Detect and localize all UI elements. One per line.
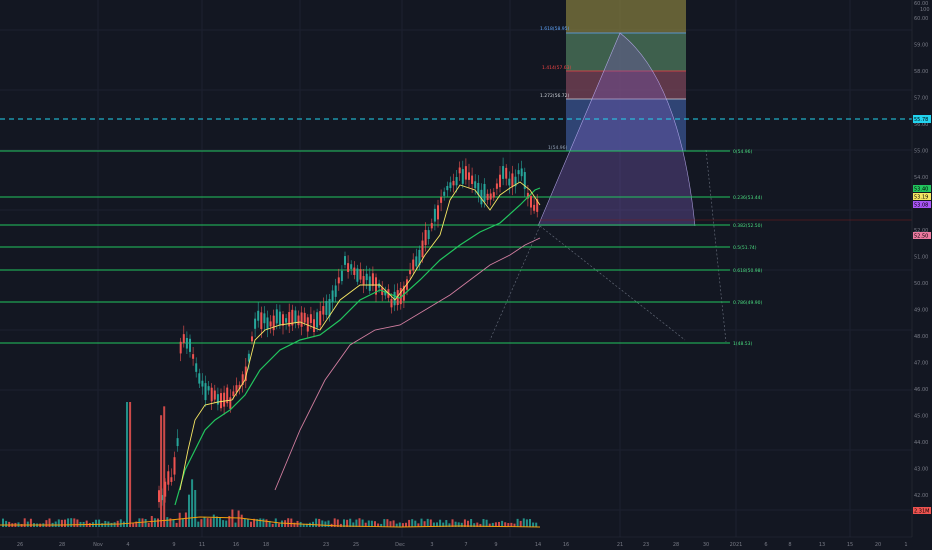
time-tick: 6	[764, 542, 767, 548]
time-tick: 1	[904, 542, 907, 548]
price-tick: 100	[920, 7, 930, 13]
price-tick: 54.00	[914, 175, 928, 181]
price-tick: 52.00	[914, 228, 928, 234]
price-tick: 56.00	[914, 122, 928, 128]
fib-ext-label: 1.414(57.63)	[542, 65, 572, 71]
fib-retracement-lines[interactable]	[0, 150, 730, 344]
price-badge-2: 53.19	[914, 195, 928, 201]
fib-ext-label: 1(54.96)	[548, 145, 568, 151]
fib-label: 0.382(52.50)	[733, 223, 763, 229]
time-axis[interactable]: 26 28 Nov 4 9 11 16 18 23 25 Dec 3 7 9 14 16 21 23 28 30 202…	[0, 536, 932, 550]
fib-label: 1(48.53)	[733, 341, 753, 347]
price-tick: 55.00	[914, 149, 928, 155]
time-tick: 20	[875, 542, 881, 548]
price-badge-1: 53.40	[914, 187, 928, 193]
time-tick: 9	[172, 542, 175, 548]
fib-retracement-labels: 0(54.96) 0.236(53.44) 0.382(52.50) 0.5(5…	[733, 149, 763, 347]
price-badge-4: 52.50	[914, 234, 928, 240]
time-tick: 15	[847, 542, 853, 548]
fib-zone-1618	[566, 33, 686, 71]
fib-fan-outline	[537, 32, 696, 227]
price-tick: 42.00	[914, 493, 928, 499]
time-tick: 14	[535, 542, 541, 548]
price-axis[interactable]: 60.00 100 60.00 59.00 58.00 57.00 56.00 55.00…	[911, 0, 932, 537]
price-tick: 57.00	[914, 96, 928, 102]
ma-slow-line	[274, 237, 541, 491]
fib-zone-1414	[566, 71, 686, 99]
fib-fan-shape[interactable]	[538, 33, 695, 226]
fib-extension-labels: 1.618(58.95) 1.414(57.63) 1.272(56.72) 1…	[540, 26, 572, 151]
time-tick: 3	[430, 542, 433, 548]
price-tick: 59.00	[914, 43, 928, 49]
price-tick: 44.00	[914, 440, 928, 446]
price-tick: 47.00	[914, 361, 928, 367]
time-tick: 23	[643, 542, 649, 548]
price-tick: 46.00	[914, 387, 928, 393]
time-tick: 11	[199, 542, 205, 548]
time-tick: 21	[617, 542, 623, 548]
fib-label: 0.5(51.74)	[733, 245, 757, 251]
time-tick: Nov	[93, 542, 103, 548]
fib-ext-label: 1.618(58.95)	[540, 26, 570, 32]
fib-zone-1272	[566, 99, 686, 151]
time-tick: 4	[126, 542, 129, 548]
time-tick: 26	[17, 542, 23, 548]
time-tick: 23	[323, 542, 329, 548]
time-tick: Dec	[395, 542, 405, 548]
time-tick: 8	[788, 542, 791, 548]
fib-ext-label: 1.272(56.72)	[540, 93, 570, 99]
time-tick: 16	[563, 542, 569, 548]
price-tick: 51.00	[914, 255, 928, 261]
time-tick: 18	[263, 542, 269, 548]
time-tick: 16	[233, 542, 239, 548]
time-tick: 9	[494, 542, 497, 548]
price-badges: 55.78 53.40 53.19 53.08 52.50 2.31M	[913, 115, 931, 515]
time-tick: 13	[819, 542, 825, 548]
fib-label: 0.618(50.98)	[733, 268, 763, 274]
volume-ma-line	[0, 516, 541, 528]
ma-fast-line	[179, 181, 541, 491]
fib-label: 0.236(53.44)	[733, 195, 763, 201]
time-tick: 28	[59, 542, 65, 548]
price-badge-3: 53.08	[914, 203, 928, 209]
fib-extension-zones[interactable]	[566, 0, 686, 151]
price-tick: 60.00	[914, 1, 928, 7]
price-tick: 58.00	[914, 69, 928, 75]
price-tick: 45.00	[914, 414, 928, 420]
dashed-level-badge: 55.78	[914, 117, 928, 123]
ma-mid-line	[174, 187, 541, 506]
time-tick: 25	[353, 542, 359, 548]
projection-lines	[489, 149, 727, 343]
time-tick: 7	[464, 542, 467, 548]
time-tick: 2021	[730, 542, 743, 548]
fib-label: 0.786(49.90)	[733, 300, 763, 306]
volume-badge: 2.31M	[914, 509, 929, 515]
fib-label: 0(54.96)	[733, 149, 753, 155]
fib-zone-top	[566, 0, 686, 33]
price-tick: 48.00	[914, 334, 928, 340]
time-tick: 30	[703, 542, 709, 548]
price-tick: 60.00	[914, 16, 928, 22]
price-tick: 49.00	[914, 308, 928, 314]
price-tick: 50.00	[914, 281, 928, 287]
price-tick: 43.00	[914, 467, 928, 473]
time-tick: 28	[673, 542, 679, 548]
